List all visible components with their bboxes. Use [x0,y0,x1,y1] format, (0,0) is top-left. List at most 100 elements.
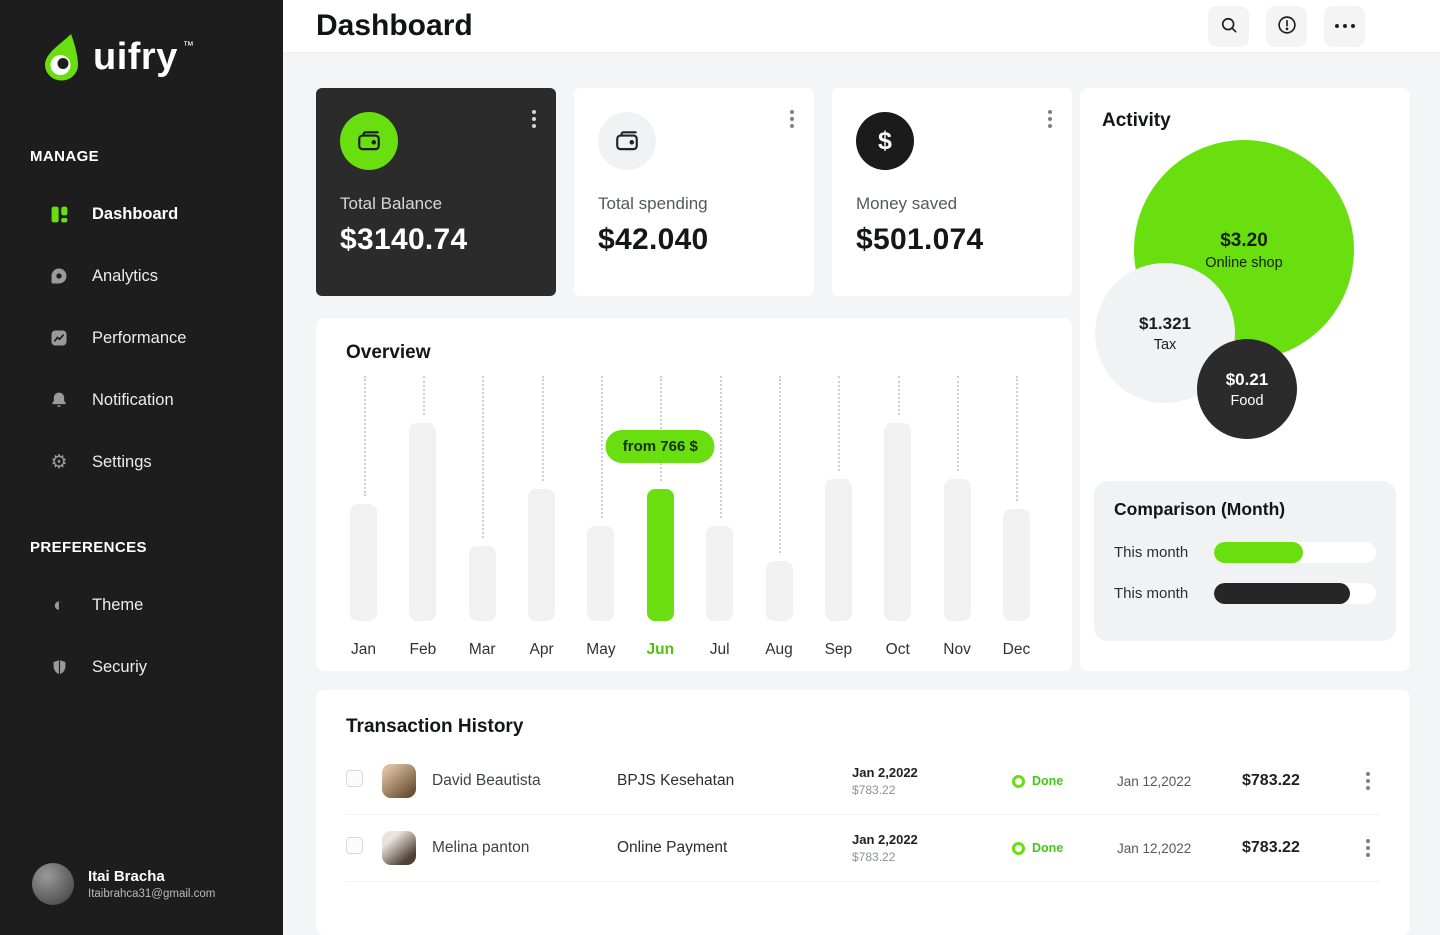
sidebar-item-security[interactable]: Securiy [0,642,283,692]
theme-icon: ◐ [53,594,65,616]
sidebar-item-performance[interactable]: Performance [0,313,283,363]
payee-name: Melina panton [432,839,530,856]
chart-leader-line [422,376,425,415]
table-row[interactable]: Melina panton Online Payment Jan 2,2022 … [346,815,1380,882]
alerts-button[interactable] [1266,5,1307,47]
stat-value: $42.040 [598,223,709,256]
stat-label: Total spending [598,194,708,213]
comparison-bar-fill [1214,583,1351,604]
overview-card: Overview Jan Feb Mar Apr May Jun from 766 $ Jul… [316,318,1072,671]
sidebar-item-notification[interactable]: Notification [0,375,283,425]
kebab-menu-icon[interactable] [786,106,798,132]
chart-column: Feb [409,376,437,659]
sidebar-item-label: Theme [92,595,144,614]
bubble-online-shop[interactable]: $3.20 Online shop [1134,140,1354,360]
user-profile[interactable]: Itai Bracha Itaibrahca31@gmail.com [32,863,215,905]
comparison-row: This month [1114,542,1376,563]
chart-leader-line [482,376,485,538]
table-row[interactable]: David Beautista BPJS Kesehatan Jan 2,202… [346,748,1380,815]
chart-column: Jul [706,376,734,659]
money-saved-card[interactable]: $ Money saved $501.074 [832,88,1072,296]
chart-bar[interactable] [409,423,437,621]
bubble-label: Tax [1153,336,1177,353]
chart-month-label: May [586,641,616,658]
chart-column: Dec [1003,376,1030,659]
chart-column: Nov [943,376,971,659]
row-kebab-icon[interactable] [1362,835,1374,861]
bubble-value: $0.21 [1225,369,1269,389]
amount: $783.22 [1242,839,1300,856]
chart-bar[interactable] [646,489,674,621]
user-avatar [32,863,74,905]
comparison-bar-fill [1214,542,1304,563]
sidebar-item-settings[interactable]: ⚙ Settings [0,437,283,487]
status-badge: Done [1012,774,1117,788]
bubble-value: $1.321 [1139,313,1191,333]
sidebar-item-label: Settings [92,452,152,471]
logo[interactable]: uifry ™ [0,28,283,104]
chart-month-label: Aug [765,641,793,658]
transaction-rows: David Beautista BPJS Kesehatan Jan 2,202… [346,748,1380,882]
alert-icon [1276,14,1298,39]
chart-bar[interactable] [706,526,734,621]
dollar-glyph: $ [878,126,892,155]
total-balance-card[interactable]: Total Balance $3140.74 [316,88,556,296]
payee-name: David Beautista [432,772,541,789]
status-text: Done [1032,841,1064,855]
manage-section-label: MANAGE [30,148,100,165]
left-column: Total Balance $3140.74 Total spending $4… [316,88,1072,671]
chart-month-label: Apr [529,641,554,658]
search-button[interactable] [1208,5,1249,47]
uifry-logo-icon [34,28,88,91]
chart-leader-line [838,376,841,471]
chart-month-label: Sep [824,641,853,658]
chart-column: Jan [350,376,377,659]
more-icon [1334,24,1355,28]
more-button[interactable] [1324,5,1365,47]
chart-bar[interactable] [943,479,971,621]
sidebar-item-label: Securiy [92,657,148,676]
right-column: Activity $3.20 Online shop $1.321 Tax [1080,88,1410,671]
chart-month-label: Jun [646,641,675,658]
chart-bar[interactable] [528,489,556,621]
total-spending-card[interactable]: Total spending $42.040 [574,88,814,296]
payment-date: Jan 2,2022 [852,832,918,847]
row-kebab-icon[interactable] [1362,768,1374,794]
paid-date: Jan 12,2022 [1117,773,1192,789]
status-text: Done [1032,774,1064,788]
row-checkbox[interactable] [346,770,363,787]
chart-bar[interactable] [468,546,496,621]
chart-leader-line [719,376,722,518]
sidebar-item-theme[interactable]: ◐ Theme [0,580,283,630]
chart-bar[interactable] [884,423,912,621]
comparison-label: This month [1114,585,1189,602]
chart-leader-line [541,376,544,481]
transaction-history-title: Transaction History [346,716,524,737]
kebab-menu-icon[interactable] [528,106,540,132]
chart-bar[interactable] [587,526,615,621]
user-name: Itai Bracha [88,868,165,885]
comparison-row: This month [1114,583,1376,604]
sidebar: uifry ™ MANAGE Dashboard Analytics [0,0,283,935]
topbar-actions [1208,5,1365,47]
done-dot-icon [1012,774,1025,788]
chart-column: Mar [468,376,496,659]
chart-bar[interactable] [350,504,377,621]
sidebar-item-dashboard[interactable]: Dashboard [0,189,283,239]
sidebar-item-analytics[interactable]: Analytics [0,251,283,301]
chart-month-label: Mar [468,641,496,658]
chart-bar[interactable] [765,561,793,621]
chart-bar[interactable] [1002,509,1030,621]
stat-label: Money saved [856,194,958,213]
status-badge: Done [1012,841,1117,855]
row-checkbox[interactable] [346,837,363,854]
bubble-food[interactable]: $0.21 Food [1197,339,1297,439]
dashboard-icon [48,203,70,225]
notification-icon [48,389,70,411]
kebab-menu-icon[interactable] [1044,106,1056,132]
page-title: Dashboard [316,9,473,42]
chart-bar[interactable] [824,479,852,621]
avatar [382,831,416,865]
chart-column: Aug [765,376,793,659]
